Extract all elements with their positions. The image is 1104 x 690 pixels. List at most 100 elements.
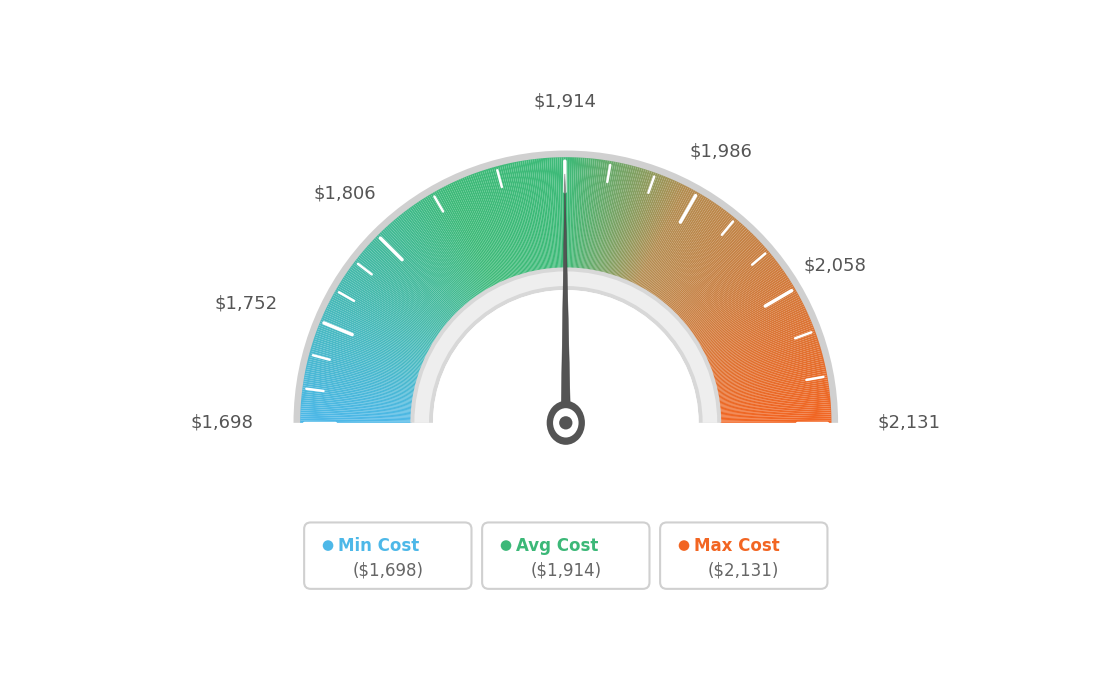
Wedge shape [301, 396, 413, 408]
Wedge shape [666, 221, 740, 306]
Wedge shape [399, 215, 469, 304]
Wedge shape [491, 167, 524, 275]
Wedge shape [307, 361, 416, 388]
Wedge shape [718, 377, 828, 397]
Wedge shape [616, 172, 654, 277]
Wedge shape [300, 413, 412, 418]
Wedge shape [619, 174, 660, 279]
Wedge shape [622, 175, 664, 279]
Wedge shape [720, 421, 831, 423]
Wedge shape [704, 308, 806, 357]
Wedge shape [414, 271, 718, 423]
Wedge shape [434, 191, 490, 289]
Wedge shape [686, 257, 774, 328]
Wedge shape [481, 170, 518, 277]
Wedge shape [720, 406, 831, 415]
Text: $2,131: $2,131 [878, 414, 941, 432]
Wedge shape [458, 179, 505, 282]
Wedge shape [464, 177, 508, 280]
Wedge shape [555, 157, 561, 269]
Wedge shape [719, 388, 829, 404]
Wedge shape [466, 176, 509, 280]
Wedge shape [705, 310, 807, 358]
Wedge shape [618, 173, 658, 278]
Wedge shape [603, 165, 631, 274]
Wedge shape [586, 159, 603, 270]
Wedge shape [549, 157, 558, 269]
Wedge shape [708, 319, 811, 364]
Wedge shape [597, 163, 622, 273]
Wedge shape [393, 219, 467, 306]
Wedge shape [584, 159, 599, 270]
Wedge shape [305, 373, 414, 395]
Wedge shape [585, 159, 602, 270]
Wedge shape [714, 351, 822, 382]
Wedge shape [590, 161, 609, 271]
Wedge shape [342, 277, 437, 339]
Wedge shape [371, 241, 454, 318]
Wedge shape [346, 272, 439, 336]
Wedge shape [647, 197, 708, 293]
Wedge shape [710, 331, 816, 371]
Wedge shape [612, 169, 646, 276]
Wedge shape [302, 384, 413, 401]
Wedge shape [720, 402, 831, 412]
Wedge shape [304, 375, 414, 396]
Wedge shape [413, 204, 478, 297]
Wedge shape [711, 333, 817, 372]
Wedge shape [474, 173, 513, 278]
Wedge shape [688, 260, 777, 329]
Wedge shape [626, 178, 671, 282]
Wedge shape [516, 161, 538, 271]
Wedge shape [330, 299, 429, 352]
Wedge shape [691, 268, 783, 334]
Wedge shape [700, 293, 798, 348]
Wedge shape [583, 159, 597, 270]
Wedge shape [664, 218, 736, 305]
Wedge shape [703, 302, 804, 354]
Wedge shape [548, 158, 556, 269]
Wedge shape [608, 168, 641, 275]
Wedge shape [643, 192, 699, 290]
Wedge shape [648, 199, 710, 293]
Wedge shape [422, 199, 484, 293]
Wedge shape [348, 270, 439, 335]
Wedge shape [490, 168, 523, 275]
Ellipse shape [553, 408, 578, 437]
Wedge shape [679, 242, 762, 319]
Wedge shape [688, 262, 778, 331]
Wedge shape [418, 201, 481, 295]
Wedge shape [317, 327, 422, 368]
Wedge shape [669, 225, 744, 309]
Wedge shape [361, 252, 448, 324]
FancyBboxPatch shape [482, 522, 649, 589]
Wedge shape [539, 159, 551, 270]
Wedge shape [696, 281, 792, 342]
Wedge shape [671, 229, 750, 311]
Wedge shape [715, 359, 824, 387]
Wedge shape [656, 207, 722, 298]
Wedge shape [601, 164, 628, 273]
Wedge shape [620, 175, 661, 279]
Wedge shape [436, 190, 491, 288]
Wedge shape [302, 390, 413, 405]
Wedge shape [327, 304, 428, 355]
Wedge shape [309, 353, 417, 384]
Wedge shape [716, 369, 827, 393]
Wedge shape [545, 158, 555, 269]
Wedge shape [310, 348, 417, 381]
Wedge shape [514, 162, 537, 272]
Wedge shape [715, 357, 824, 386]
Wedge shape [702, 299, 802, 352]
Wedge shape [439, 188, 493, 287]
Wedge shape [412, 206, 477, 297]
Wedge shape [415, 203, 479, 296]
Wedge shape [322, 313, 425, 361]
Wedge shape [306, 365, 415, 391]
Wedge shape [367, 246, 452, 321]
Wedge shape [606, 166, 638, 275]
Wedge shape [337, 286, 434, 344]
Wedge shape [657, 208, 723, 299]
Wedge shape [680, 246, 765, 321]
Wedge shape [449, 184, 499, 284]
